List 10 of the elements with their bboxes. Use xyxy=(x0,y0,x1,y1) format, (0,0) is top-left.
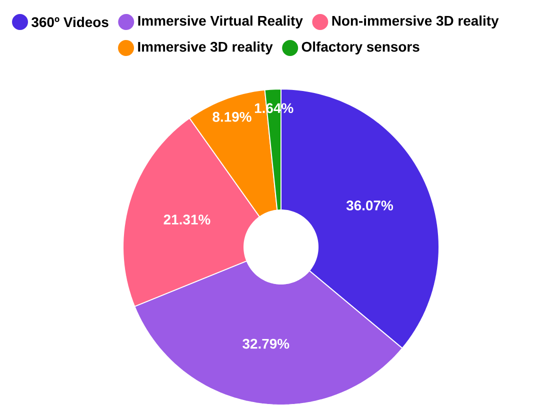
data-label: 21.31% xyxy=(164,214,210,224)
legend-label: Immersive Virtual Reality xyxy=(138,15,303,28)
legend-label: 360º Videos xyxy=(32,16,108,27)
legend-label: Olfactory sensors xyxy=(302,41,420,54)
data-label: 36.07% xyxy=(346,200,394,210)
legend-label: Immersive 3D reality xyxy=(138,41,273,54)
data-label: 8.19% xyxy=(212,112,252,122)
data-label: 1.64% xyxy=(254,102,294,113)
legend-label: Non-immersive 3D reality xyxy=(332,15,499,28)
data-label: 32.79% xyxy=(242,338,290,348)
